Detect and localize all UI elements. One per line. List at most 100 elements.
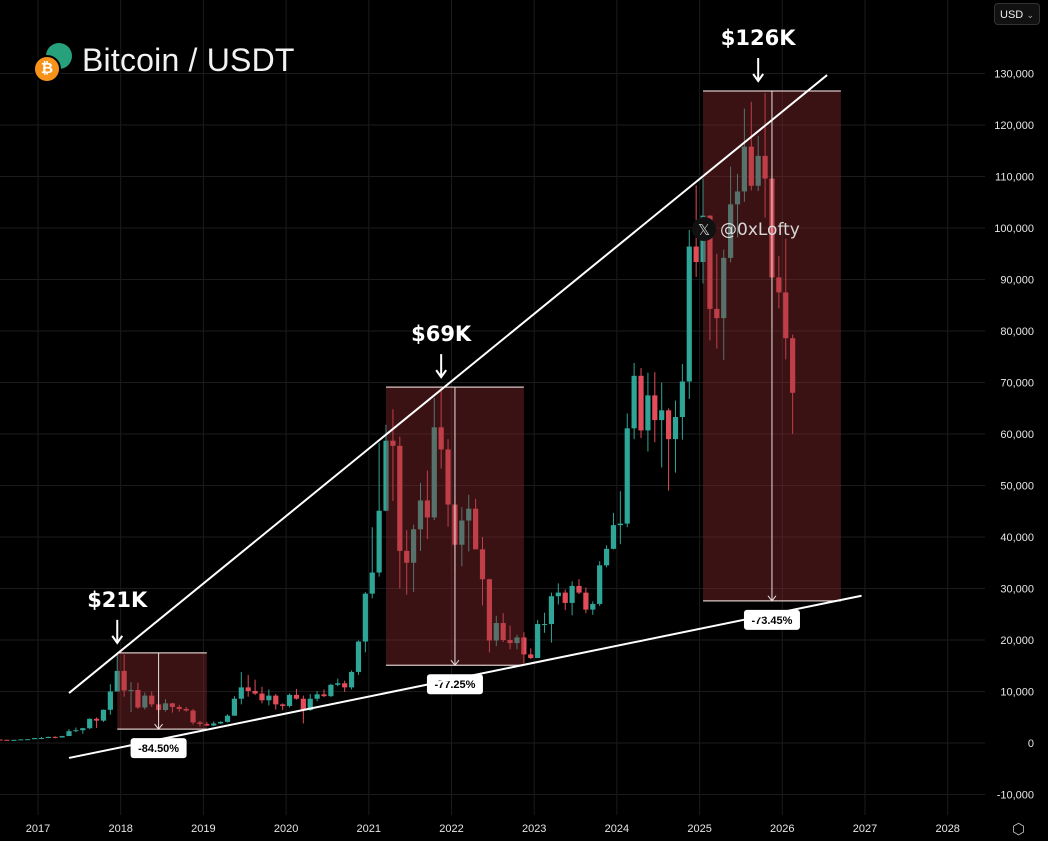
candle-body — [314, 694, 320, 699]
candle-body — [438, 427, 444, 450]
candle-body — [473, 508, 479, 550]
candle-body — [672, 417, 679, 440]
candle-body — [624, 428, 630, 524]
candle-body — [397, 445, 403, 551]
candle-body — [321, 694, 327, 697]
x-tick-label: 2028 — [935, 823, 959, 835]
upper-trendline — [68, 74, 828, 694]
candle-body — [548, 596, 555, 625]
candle-body — [665, 410, 672, 440]
y-tick-label: 100,000 — [994, 223, 1034, 235]
candle-body — [100, 709, 107, 721]
candle-body — [342, 683, 348, 688]
candle-body — [252, 690, 258, 694]
drawdown-percent: -77.25% — [434, 679, 475, 691]
candle-body — [231, 698, 238, 716]
drawdown-arrow-head — [450, 659, 460, 667]
candle-body — [162, 703, 169, 711]
x-tick-label: 2025 — [687, 823, 711, 835]
y-tick-label: 50,000 — [1000, 481, 1034, 493]
candle-body — [783, 292, 789, 339]
candle-body — [500, 623, 506, 640]
candle-body — [114, 670, 120, 692]
candle-body — [555, 592, 561, 597]
candle-body — [286, 694, 293, 706]
candle-body — [507, 640, 513, 644]
candle-body — [300, 698, 306, 711]
candle-body — [610, 525, 617, 549]
x-logo-glyph: 𝕏 — [698, 221, 710, 239]
candle-body — [679, 381, 685, 418]
drawdown-label-box — [743, 609, 800, 630]
candle-body — [204, 723, 210, 726]
candle-body — [183, 709, 189, 711]
y-tick-label: 10,000 — [1000, 687, 1034, 699]
y-tick-label: 30,000 — [1000, 584, 1034, 596]
candle-body — [52, 736, 58, 738]
y-tick-label: 110,000 — [995, 172, 1034, 184]
candle-body — [169, 703, 175, 707]
candle-body — [417, 500, 424, 530]
candle-body — [280, 704, 286, 706]
candle-body — [562, 592, 568, 603]
x-tick-label: 2017 — [26, 823, 50, 835]
y-tick-label: 90,000 — [1000, 275, 1034, 287]
settings-icon[interactable]: ⬡ — [1012, 821, 1026, 838]
candle-body — [18, 739, 24, 741]
candle-body — [80, 728, 86, 731]
candle-body — [335, 683, 341, 685]
candle-body — [748, 146, 754, 186]
candle-body — [597, 565, 603, 604]
drawdown-percent: -73.45% — [751, 615, 792, 627]
y-tick-label: 60,000 — [1000, 429, 1034, 441]
peak-label: $69K — [411, 322, 472, 346]
drawdown-arrow-head — [767, 595, 777, 602]
peak-label: $126K — [721, 26, 796, 50]
candle-body — [266, 695, 272, 701]
candle-body — [762, 155, 768, 179]
candle-body — [362, 593, 368, 642]
y-tick-label: 70,000 — [1000, 378, 1034, 390]
candle-body — [493, 623, 499, 641]
candle-body — [535, 624, 541, 659]
x-logo-icon — [692, 217, 716, 241]
candle-body — [142, 695, 148, 708]
candle-body — [224, 715, 231, 722]
candle-body — [197, 722, 203, 724]
drawdown-label-box — [426, 674, 483, 695]
drawdown-box — [117, 652, 207, 730]
candle-body — [590, 603, 596, 610]
candle-body — [693, 246, 699, 262]
candle-body — [45, 736, 51, 739]
candle-body — [486, 579, 493, 641]
candle-body — [369, 572, 375, 594]
candle-body — [0, 739, 3, 741]
currency-select[interactable]: USD ⌄ — [994, 3, 1040, 25]
candle-body — [293, 694, 300, 699]
y-tick-label: -10,000 — [997, 790, 1034, 802]
candle-body — [583, 592, 589, 610]
candle-body — [686, 246, 692, 382]
candle-body — [410, 529, 417, 563]
candle-body — [424, 500, 430, 518]
candle-body — [734, 191, 741, 205]
candle-body — [645, 395, 651, 431]
candle-body — [404, 550, 410, 563]
x-tick-label: 2022 — [439, 823, 463, 835]
candle-body — [383, 440, 389, 511]
candle-body — [128, 689, 134, 691]
y-tick-label: 130,000 — [994, 69, 1034, 81]
y-tick-label: 0 — [1028, 738, 1034, 750]
candle-body — [93, 718, 100, 721]
candle-body — [107, 691, 113, 710]
candle-body — [617, 523, 623, 526]
candle-body — [307, 698, 313, 711]
peak-arrow-head — [435, 369, 447, 379]
candle-body — [466, 508, 472, 521]
x-tick-label: 2027 — [853, 823, 877, 835]
candle-body — [259, 693, 265, 701]
x-tick-label: 2021 — [357, 823, 381, 835]
y-tick-label: 20,000 — [1000, 635, 1034, 647]
candle-body — [714, 308, 720, 319]
